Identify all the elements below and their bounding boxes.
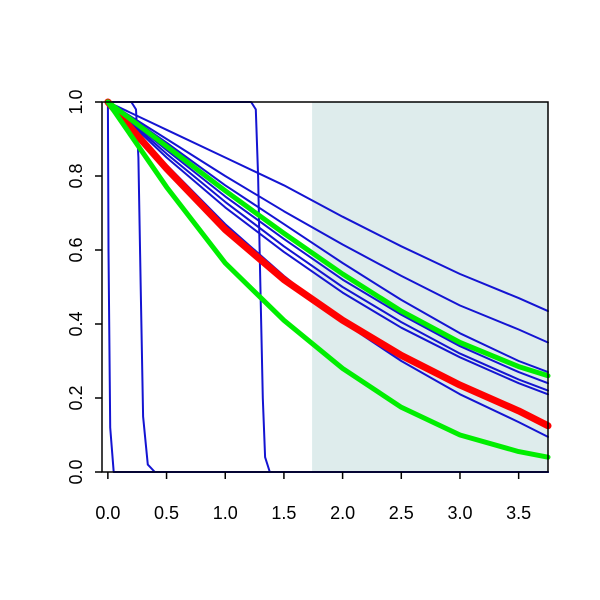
series-layer bbox=[104, 98, 552, 473]
series-line-2 bbox=[106, 101, 549, 473]
series-line-3 bbox=[106, 101, 549, 473]
shaded-region bbox=[312, 102, 548, 472]
x-tick-label: 0.0 bbox=[95, 503, 120, 523]
x-tick-label: 3.5 bbox=[506, 503, 531, 523]
y-tick-label: 0.6 bbox=[66, 237, 86, 262]
series-line-12 bbox=[105, 99, 551, 379]
y-tick-label: 0.2 bbox=[66, 385, 86, 410]
y-tick-label: 0.0 bbox=[66, 459, 86, 484]
plot-frame bbox=[101, 101, 549, 473]
x-tick-label: 0.5 bbox=[154, 503, 179, 523]
series-line-6 bbox=[106, 101, 549, 374]
series-line-11 bbox=[104, 98, 552, 430]
x-tick-label: 2.5 bbox=[389, 503, 414, 523]
x-tick-label: 1.5 bbox=[271, 503, 296, 523]
x-tick-label: 2.0 bbox=[330, 503, 355, 523]
shaded-region-layer bbox=[312, 102, 548, 472]
series-line-9 bbox=[106, 101, 549, 396]
series-line-13 bbox=[105, 99, 551, 460]
axis-layer: 0.0 0.5 1.0 1.5 2.0 2.5 3.0 3.5 0.0 0.2 0.4 0.6 0.8 1… bbox=[66, 89, 531, 523]
y-tick-label: 0.4 bbox=[66, 311, 86, 336]
series-line-4 bbox=[106, 101, 549, 313]
y-tick-label: 1.0 bbox=[66, 89, 86, 114]
x-tick-label: 1.0 bbox=[213, 503, 238, 523]
series-line-5 bbox=[106, 101, 549, 344]
x-tick-label: 3.0 bbox=[447, 503, 472, 523]
series-line-8 bbox=[106, 101, 549, 392]
y-tick-label: 0.8 bbox=[66, 163, 86, 188]
series-line-7 bbox=[106, 101, 549, 385]
